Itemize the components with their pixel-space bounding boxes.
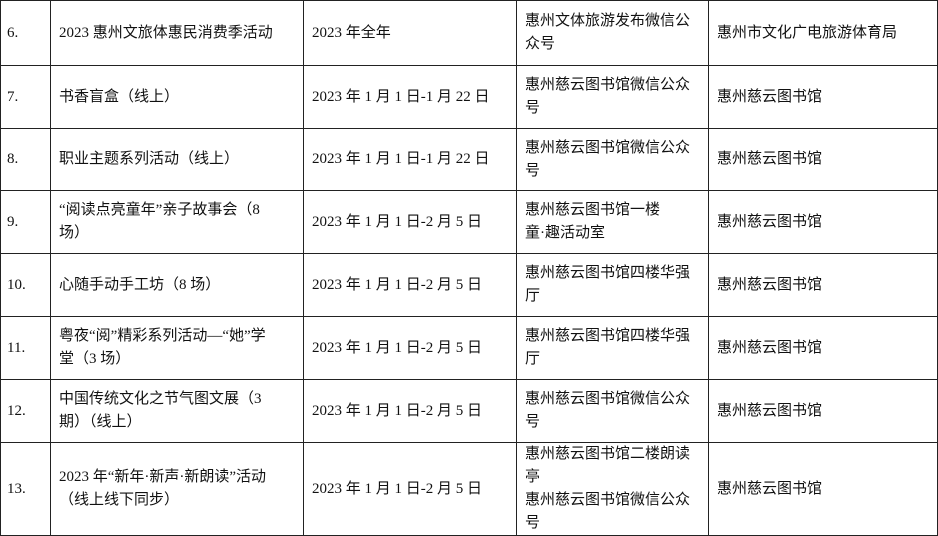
- table-row: 11. 粤夜“阅”精彩系列活动—“她”学 堂（3 场） 2023 年 1 月 1 日…: [0, 316, 938, 380]
- event-organizer-cell: 惠州慈云图书馆: [708, 65, 938, 129]
- event-place-cell: 惠州慈云图书馆微信公众 号: [516, 65, 709, 129]
- event-organizer-cell: 惠州市文化广电旅游体育局: [708, 0, 938, 66]
- event-time-cell: 2023 年全年: [303, 0, 517, 66]
- event-name-cell: 2023 年“新年·新声·新朗读”活动 （线上线下同步）: [50, 442, 304, 536]
- event-place-cell: 惠州慈云图书馆一楼 童·趣活动室: [516, 190, 709, 254]
- event-place-cell: 惠州慈云图书馆四楼华强 厅: [516, 253, 709, 317]
- event-time-cell: 2023 年 1 月 1 日-2 月 5 日: [303, 379, 517, 443]
- event-place-cell: 惠州文体旅游发布微信公 众号: [516, 0, 709, 66]
- event-place-cell: 惠州慈云图书馆微信公众 号: [516, 379, 709, 443]
- table-row: 8. 职业主题系列活动（线上） 2023 年 1 月 1 日-1 月 22 日惠州慈…: [0, 128, 938, 191]
- row-number-cell: 10.: [0, 253, 51, 317]
- row-number-cell: 9.: [0, 190, 51, 254]
- event-place-cell: 惠州慈云图书馆微信公众 号: [516, 128, 709, 191]
- event-place-cell: 惠州慈云图书馆四楼华强 厅: [516, 316, 709, 380]
- event-time-cell: 2023 年 1 月 1 日-1 月 22 日: [303, 128, 517, 191]
- event-organizer-cell: 惠州慈云图书馆: [708, 128, 938, 191]
- event-organizer-cell: 惠州慈云图书馆: [708, 316, 938, 380]
- event-name-cell: “阅读点亮童年”亲子故事会（8 场）: [50, 190, 304, 254]
- event-name-cell: 书香盲盒（线上）: [50, 65, 304, 129]
- row-number-cell: 8.: [0, 128, 51, 191]
- table-row: 10. 心随手动手工坊（8 场） 2023 年 1 月 1 日-2 月 5 日惠州慈…: [0, 253, 938, 317]
- event-organizer-cell: 惠州慈云图书馆: [708, 379, 938, 443]
- table-row: 7. 书香盲盒（线上） 2023 年 1 月 1 日-1 月 22 日惠州慈云图书馆…: [0, 65, 938, 129]
- event-time-cell: 2023 年 1 月 1 日-1 月 22 日: [303, 65, 517, 129]
- row-number-cell: 11.: [0, 316, 51, 380]
- event-organizer-cell: 惠州慈云图书馆: [708, 442, 938, 536]
- table-row: 13. 2023 年“新年·新声·新朗读”活动 （线上线下同步） 2023 年 1 …: [0, 442, 938, 536]
- event-organizer-cell: 惠州慈云图书馆: [708, 190, 938, 254]
- table-row: 6. 2023 惠州文旅体惠民消费季活动 2023 年全年 惠州文体旅游发布微信公 众…: [0, 0, 938, 66]
- event-name-cell: 职业主题系列活动（线上）: [50, 128, 304, 191]
- row-number-cell: 12.: [0, 379, 51, 443]
- event-time-cell: 2023 年 1 月 1 日-2 月 5 日: [303, 190, 517, 254]
- table-row: 12. 中国传统文化之节气图文展（3 期）（线上） 2023 年 1 月 1 日-2…: [0, 379, 938, 443]
- table-row: 9. “阅读点亮童年”亲子故事会（8 场） 2023 年 1 月 1 日-2 月 5…: [0, 190, 938, 254]
- event-name-cell: 中国传统文化之节气图文展（3 期）（线上）: [50, 379, 304, 443]
- event-name-cell: 粤夜“阅”精彩系列活动—“她”学 堂（3 场）: [50, 316, 304, 380]
- event-name-cell: 心随手动手工坊（8 场）: [50, 253, 304, 317]
- event-time-cell: 2023 年 1 月 1 日-2 月 5 日: [303, 316, 517, 380]
- event-place-cell: 惠州慈云图书馆二楼朗读 亭 惠州慈云图书馆微信公众 号: [516, 442, 709, 536]
- event-time-cell: 2023 年 1 月 1 日-2 月 5 日: [303, 253, 517, 317]
- row-number-cell: 13.: [0, 442, 51, 536]
- row-number-cell: 7.: [0, 65, 51, 129]
- event-organizer-cell: 惠州慈云图书馆: [708, 253, 938, 317]
- row-number-cell: 6.: [0, 0, 51, 66]
- event-time-cell: 2023 年 1 月 1 日-2 月 5 日: [303, 442, 517, 536]
- event-name-cell: 2023 惠州文旅体惠民消费季活动: [50, 0, 304, 66]
